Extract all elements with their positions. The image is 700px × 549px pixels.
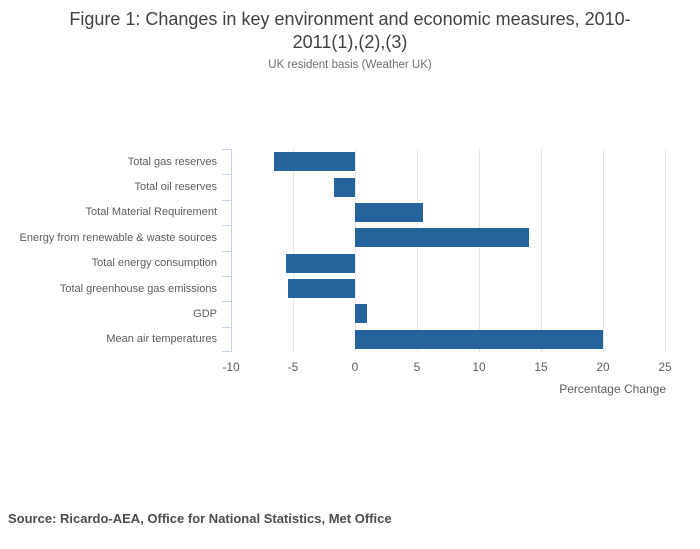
y-axis-tick bbox=[222, 326, 231, 328]
bar bbox=[355, 202, 424, 222]
bar bbox=[355, 329, 603, 349]
x-tick-label: -5 bbox=[287, 360, 299, 374]
category-label: GDP bbox=[193, 307, 217, 320]
gridline bbox=[479, 149, 480, 352]
y-axis-line bbox=[231, 149, 232, 352]
x-tick-label: 20 bbox=[596, 360, 610, 374]
x-axis-tick-labels: -10 -5 0 5 10 15 20 25 bbox=[222, 360, 671, 374]
x-axis-title: Percentage Change bbox=[559, 382, 666, 396]
x-tick-label: 25 bbox=[658, 360, 672, 374]
source-note: Source: Ricardo-AEA, Office for National… bbox=[8, 511, 392, 526]
gridline bbox=[603, 149, 604, 352]
x-tick-label: 10 bbox=[472, 360, 486, 374]
y-axis-tick bbox=[222, 225, 231, 227]
y-axis-tick bbox=[222, 275, 231, 277]
category-label: Mean air temperatures bbox=[106, 333, 217, 346]
gridline bbox=[665, 149, 666, 352]
bar bbox=[355, 228, 529, 248]
category-label: Total energy consumption bbox=[91, 257, 217, 270]
y-axis-tick bbox=[222, 301, 231, 303]
category-label: Total gas reserves bbox=[127, 155, 217, 168]
y-axis-category-labels: Total gas reserves Total oil reserves Tota… bbox=[0, 149, 217, 352]
x-tick-label: -10 bbox=[222, 360, 240, 374]
gridline bbox=[541, 149, 542, 352]
chart-title: Figure 1: Changes in key environment and… bbox=[69, 9, 631, 52]
y-axis-tick bbox=[222, 250, 231, 252]
y-axis-tick bbox=[222, 351, 231, 352]
y-axis-tick bbox=[222, 199, 231, 201]
category-label: Total Material Requirement bbox=[85, 206, 217, 219]
gridline bbox=[355, 149, 356, 352]
category-label: Total greenhouse gas emissions bbox=[59, 282, 217, 295]
gridline bbox=[417, 149, 418, 352]
chart-subtitle: UK resident basis (Weather UK) bbox=[268, 59, 432, 71]
y-axis-tick bbox=[222, 149, 231, 150]
y-axis-tick bbox=[222, 174, 231, 176]
category-label: Total oil reserves bbox=[134, 181, 217, 194]
bar bbox=[288, 279, 355, 299]
x-tick-label: 5 bbox=[413, 360, 421, 374]
x-tick-label: 15 bbox=[534, 360, 548, 374]
category-label: Energy from renewable & waste sources bbox=[19, 231, 217, 244]
bar bbox=[333, 177, 355, 197]
plot-area bbox=[222, 149, 666, 352]
x-tick-label: 0 bbox=[351, 360, 359, 374]
bar bbox=[355, 304, 368, 324]
gridline bbox=[293, 149, 294, 352]
bar bbox=[285, 253, 355, 273]
bar bbox=[274, 152, 355, 172]
